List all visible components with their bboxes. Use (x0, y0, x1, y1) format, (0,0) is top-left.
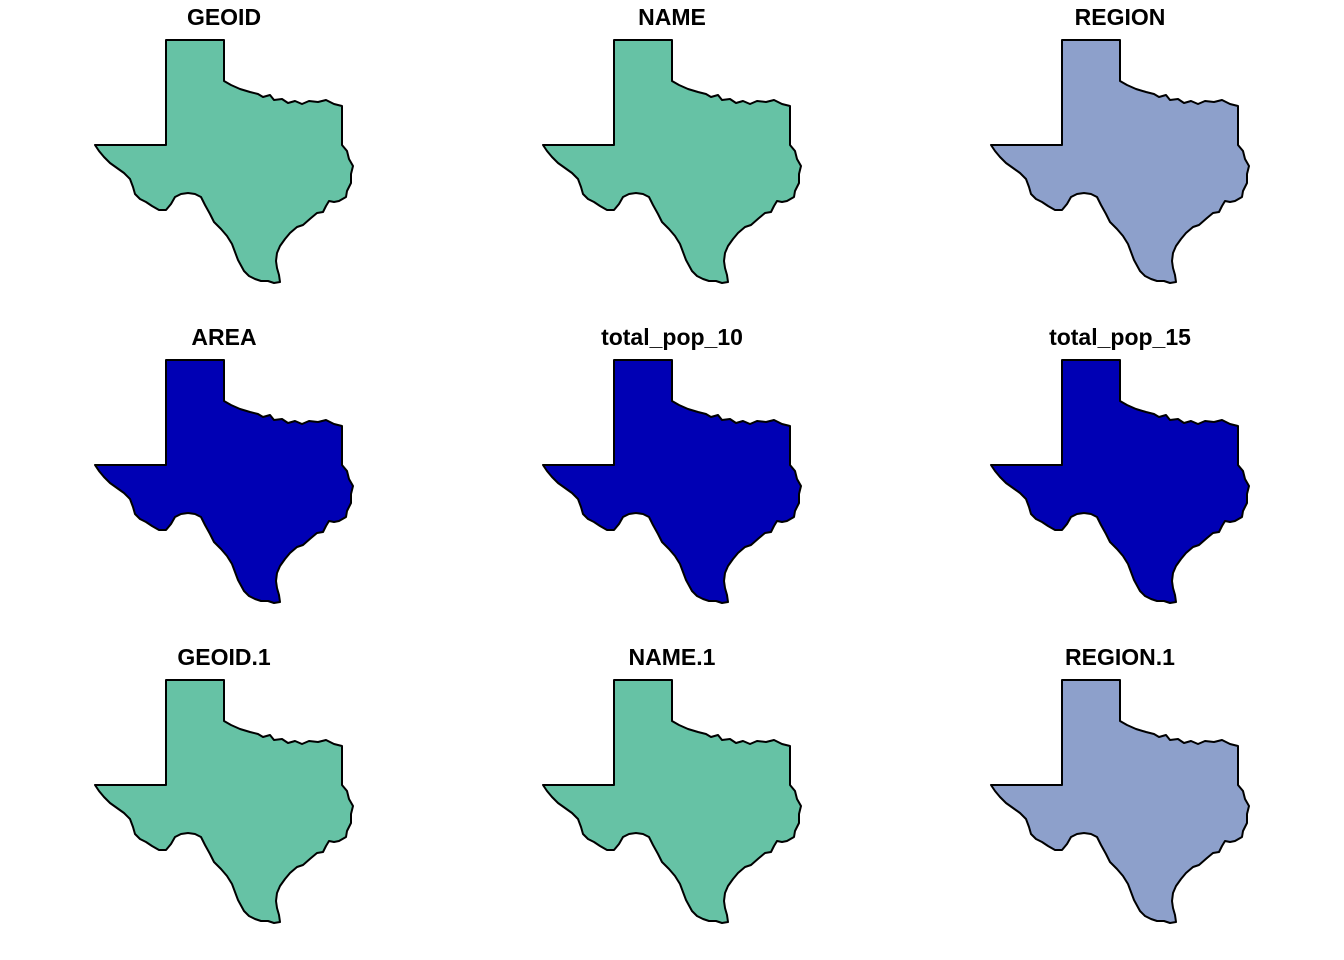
panel-title: REGION (1074, 4, 1166, 30)
texas-outline (542, 359, 802, 604)
texas-outline (94, 679, 354, 924)
texas-state-map (990, 39, 1250, 284)
panel-title: NAME (638, 4, 706, 30)
texas-outline (990, 39, 1250, 284)
map-panel-name-1: NAME.1 (448, 640, 896, 960)
map-panel-total-pop-10: total_pop_10 (448, 320, 896, 640)
texas-outline (990, 679, 1250, 924)
map-panel-total-pop-15: total_pop_15 (896, 320, 1344, 640)
map-panel-region: REGION (896, 0, 1344, 320)
panel-title: GEOID.1 (177, 644, 271, 670)
map-panel-area: AREA (0, 320, 448, 640)
panel-title: total_pop_15 (1049, 324, 1191, 350)
map-panel-geoid: GEOID (0, 0, 448, 320)
panel-title: REGION.1 (1065, 644, 1175, 670)
texas-outline (542, 39, 802, 284)
texas-state-map (542, 359, 802, 604)
texas-state-map (94, 359, 354, 604)
texas-outline (990, 359, 1250, 604)
texas-outline (542, 679, 802, 924)
map-panel-geoid-1: GEOID.1 (0, 640, 448, 960)
texas-state-map (990, 359, 1250, 604)
panel-title: total_pop_10 (601, 324, 743, 350)
texas-outline (94, 39, 354, 284)
panel-title: AREA (191, 324, 257, 350)
panel-title: NAME.1 (628, 644, 716, 670)
texas-state-map (542, 39, 802, 284)
texas-outline (94, 359, 354, 604)
texas-state-map (990, 679, 1250, 924)
map-panel-name: NAME (448, 0, 896, 320)
panel-title: GEOID (186, 4, 262, 30)
texas-state-map (94, 39, 354, 284)
texas-state-map (542, 679, 802, 924)
map-panel-region-1: REGION.1 (896, 640, 1344, 960)
texas-state-map (94, 679, 354, 924)
